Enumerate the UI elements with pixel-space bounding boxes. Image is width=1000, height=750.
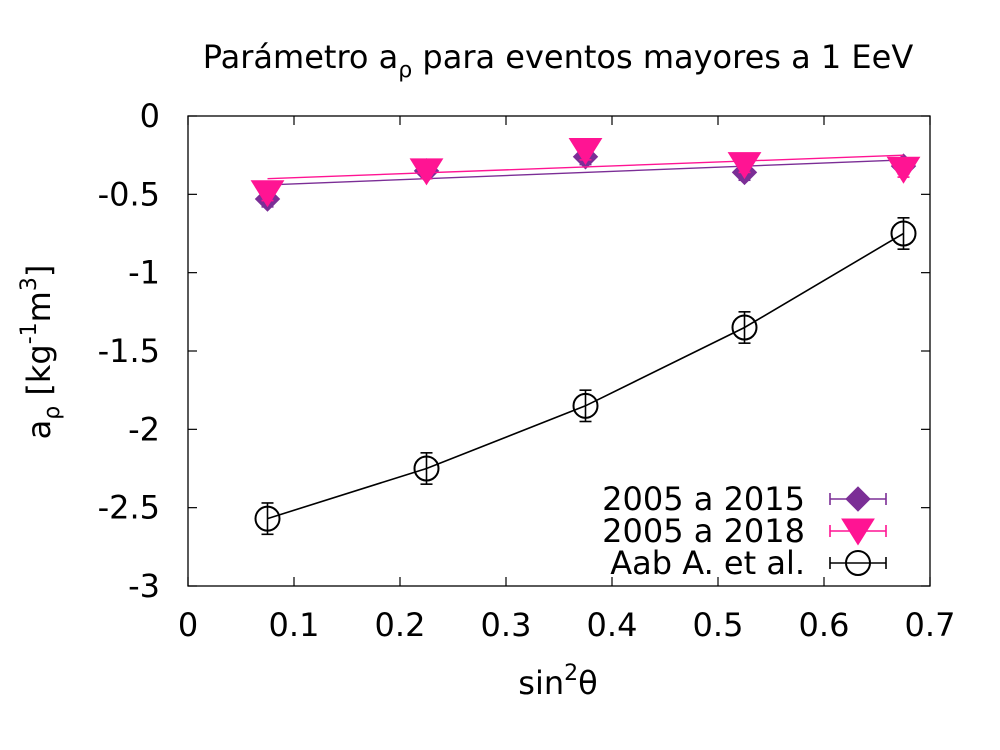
y-tick-label: -0.5 xyxy=(98,175,160,213)
data-point xyxy=(727,152,762,180)
x-tick-label: 0.6 xyxy=(799,606,850,644)
chart-title-subscript: ρ xyxy=(398,58,412,83)
data-point xyxy=(890,220,917,247)
legend-label: 2005 a 2018 xyxy=(602,512,805,550)
x-tick-label: 0.3 xyxy=(481,606,532,644)
data-point xyxy=(409,158,444,186)
data-point xyxy=(250,180,285,208)
series-2 xyxy=(250,137,921,208)
data-point xyxy=(568,137,603,166)
series-fit-line xyxy=(267,154,904,180)
data-point xyxy=(886,156,921,184)
legend-marker xyxy=(841,518,875,546)
y-axis-label: aρ [kg-1m3] xyxy=(17,265,65,440)
y-tick-label: -2 xyxy=(128,410,160,448)
series-fit-line xyxy=(267,159,904,186)
series-fit-line xyxy=(267,232,904,520)
legend-marker xyxy=(845,550,871,576)
data-point xyxy=(413,455,440,482)
y-tick-label: -1.5 xyxy=(98,332,160,370)
y-tick-label: -1 xyxy=(128,254,160,292)
plot-frame xyxy=(187,115,931,587)
x-tick-label: 0.2 xyxy=(375,606,426,644)
x-tick-label: 0.5 xyxy=(693,606,744,644)
legend-label: 2005 a 2015 xyxy=(602,480,805,518)
x-tick-label: 0.4 xyxy=(587,606,638,644)
y-tick-label: -3 xyxy=(128,567,160,605)
axes: 0 0.1 0.2 0.3 0.4 0.5 0.6 0.7 0 -0.5 -1 -1.5 -2 -2.5 -… xyxy=(98,97,956,644)
data-point xyxy=(572,392,599,419)
y-tick-label: 0 xyxy=(140,97,160,135)
data-point xyxy=(254,505,281,532)
chart-title: Parámetro aρ para eventos mayores a 1 Ee… xyxy=(203,38,914,83)
y-tick-label: -2.5 xyxy=(98,489,160,527)
x-tick-label: 0.1 xyxy=(269,606,320,644)
x-tick-label: 0 xyxy=(178,606,198,644)
series-3 xyxy=(254,217,917,536)
legend-marker xyxy=(845,486,871,512)
data-point xyxy=(731,314,758,341)
legend-label: Aab A. et al. xyxy=(610,544,805,582)
x-axis-label: sin2θ xyxy=(518,661,597,702)
series-layer xyxy=(250,137,921,536)
x-tick-label: 0.7 xyxy=(905,606,956,644)
